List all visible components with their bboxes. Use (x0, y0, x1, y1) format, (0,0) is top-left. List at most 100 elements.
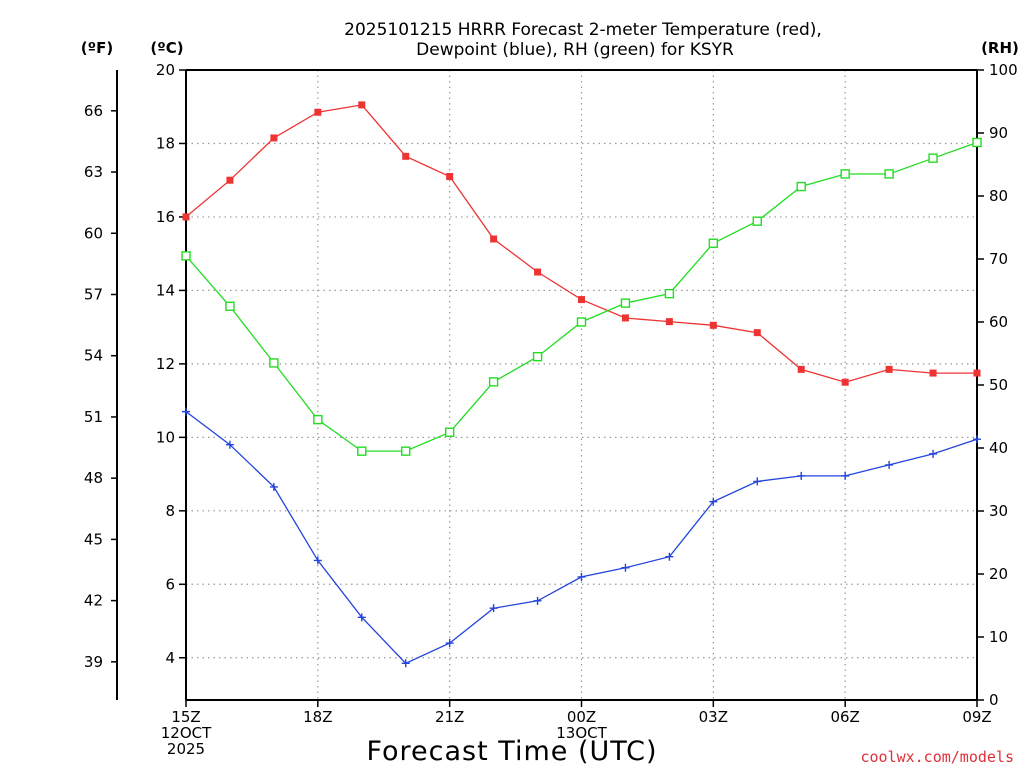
dewpoint-point (489, 604, 498, 613)
rh-point (884, 169, 894, 179)
rh-tick-label: 90 (989, 124, 1008, 142)
x-tick-label: 00Z (567, 708, 596, 726)
x-tick-label: 03Z (699, 708, 728, 726)
dewpoint-point (973, 435, 981, 444)
rh-point (225, 301, 235, 311)
rh-point (620, 298, 631, 308)
dewpoint-point (929, 449, 938, 458)
dewpoint-series (182, 407, 981, 668)
temperature-point (182, 213, 190, 221)
rh-tick-label: 10 (989, 628, 1008, 646)
rh-tick-label: 70 (989, 250, 1008, 268)
fahrenheit-tick-label: 39 (84, 653, 103, 671)
temperature-point (314, 108, 322, 116)
celsius-tick-label: 12 (156, 355, 175, 373)
dewpoint-point (533, 596, 542, 605)
rh-axis-label: (RH) (981, 39, 1019, 57)
x-tick-label: 13OCT (556, 724, 607, 742)
fahrenheit-tick-label: 51 (84, 408, 103, 426)
rh-point (796, 181, 806, 192)
rh-tick-label: 50 (989, 376, 1008, 394)
x-axis-title: Forecast Time (UTC) (366, 736, 657, 767)
fahrenheit-tick-label: 66 (84, 102, 103, 120)
dewpoint-point (753, 477, 762, 486)
rh-tick-label: 60 (989, 313, 1008, 331)
fahrenheit-axis-label: (ºF) (81, 39, 113, 57)
rh-point (181, 251, 191, 261)
fahrenheit-tick-label: 60 (84, 224, 103, 242)
rh-point (840, 169, 850, 179)
rh-tick-label: 30 (989, 502, 1008, 520)
dewpoint-point (357, 613, 366, 622)
rh-point (664, 288, 675, 299)
temperature-point (709, 321, 717, 329)
celsius-tick-label: 20 (156, 61, 175, 79)
temperature-point (226, 176, 234, 184)
temperature-point (885, 365, 893, 373)
dewpoint-point (445, 639, 454, 648)
rh-point (444, 427, 455, 437)
temperature-point (578, 296, 585, 304)
rh-point (708, 238, 719, 248)
celsius-axis-label: (ºC) (150, 39, 183, 57)
rh-point (972, 137, 982, 148)
credit-text: coolwx.com/models (860, 748, 1014, 766)
rh-point (488, 377, 499, 387)
fahrenheit-tick-label: 57 (84, 285, 103, 303)
celsius-tick-label: 4 (165, 649, 175, 667)
dewpoint-point (665, 552, 674, 561)
temperature-point (490, 235, 498, 243)
rh-point (752, 216, 762, 226)
dewpoint-point (841, 471, 850, 480)
rh-axis: 0 10 20 30 40 50 60 70 80 90 100 (977, 61, 1018, 709)
rh-tick-label: 100 (989, 61, 1018, 79)
x-tick-label: 06Z (830, 708, 859, 726)
temperature-point (665, 318, 673, 326)
dewpoint-point (401, 659, 410, 668)
fahrenheit-tick-label: 54 (84, 347, 103, 365)
temperature-point (929, 369, 937, 377)
temperature-point (402, 152, 410, 160)
temperature-point (797, 365, 805, 373)
rh-series (181, 137, 982, 456)
rh-point (532, 351, 543, 362)
celsius-tick-label: 8 (165, 502, 175, 520)
celsius-tick-label: 18 (156, 134, 175, 152)
x-tick-label: 09Z (962, 708, 991, 726)
temperature-point (270, 134, 278, 142)
rh-point (928, 153, 938, 163)
celsius-tick-label: 10 (156, 428, 175, 446)
x-tick-label: 2025 (167, 740, 205, 758)
dewpoint-point (885, 460, 894, 469)
temperature-point (753, 329, 761, 337)
x-tick-label: 15Z (171, 708, 200, 726)
temperature-point (841, 378, 849, 386)
rh-tick-label: 0 (989, 691, 999, 709)
series-layer (181, 101, 982, 668)
rh-tick-label: 20 (989, 565, 1008, 583)
rh-point (269, 358, 279, 368)
celsius-tick-label: 16 (156, 208, 175, 226)
fahrenheit-tick-label: 48 (84, 469, 103, 487)
dewpoint-point (182, 407, 190, 416)
rh-point (401, 446, 411, 456)
rh-point (357, 446, 367, 456)
dewpoint-point (709, 497, 718, 506)
dewpoint-point (225, 440, 234, 449)
fahrenheit-tick-label: 42 (84, 592, 103, 610)
rh-tick-label: 80 (989, 187, 1008, 205)
temperature-point (358, 101, 366, 109)
chart-title-line-2: Dewpoint (blue), RH (green) for KSYR (416, 40, 734, 60)
fahrenheit-tick-label: 45 (84, 530, 103, 548)
fahrenheit-tick-label: 63 (84, 163, 103, 181)
dewpoint-point (269, 482, 278, 491)
x-tick-label: 18Z (303, 708, 332, 726)
x-tick-label: 12OCT (161, 724, 212, 742)
celsius-tick-label: 14 (156, 281, 175, 299)
temperature-point (621, 314, 629, 322)
temperature-series (182, 101, 981, 386)
dewpoint-point (313, 556, 322, 565)
dewpoint-point (577, 572, 586, 581)
